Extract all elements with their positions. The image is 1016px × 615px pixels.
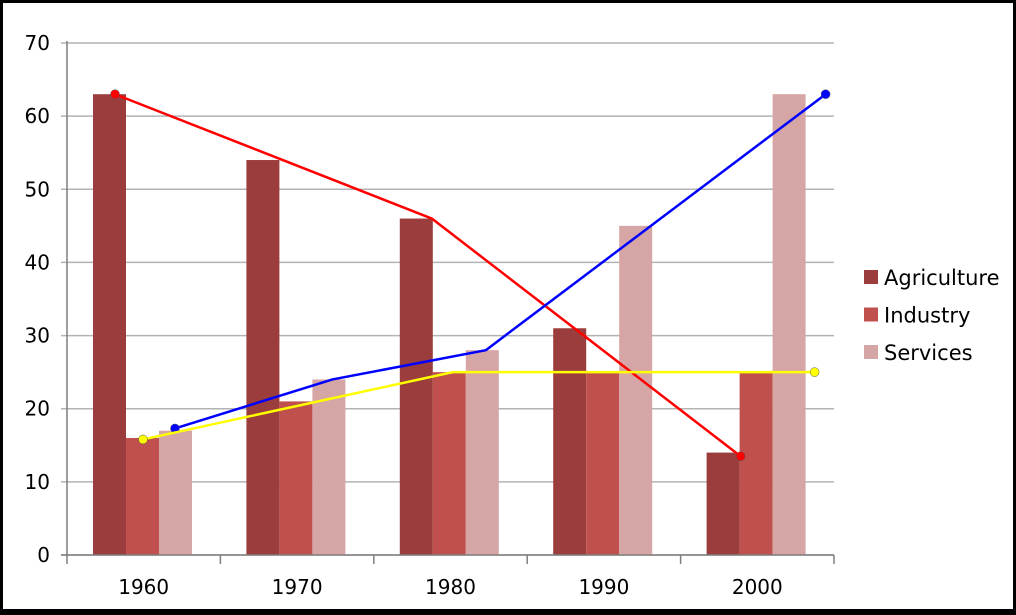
bar-agriculture-1990	[553, 328, 587, 555]
y-tick-label: 20	[25, 397, 50, 421]
bar-industry-2000	[739, 372, 773, 555]
bar-agriculture-1970	[246, 160, 280, 555]
axes	[61, 41, 834, 556]
x-tick-label: 1960	[118, 575, 169, 599]
bars	[93, 94, 806, 556]
x-tick-label: 2000	[732, 575, 783, 599]
legend-label-agriculture: Agriculture	[884, 266, 1000, 290]
legend-swatch-services	[864, 345, 878, 359]
bar-services-2000	[772, 94, 806, 555]
bar-agriculture-1980	[399, 218, 433, 556]
overlay-line	[114, 93, 742, 458]
bar-industry-1970	[279, 401, 313, 555]
legend-swatch-industry	[864, 307, 878, 322]
legend: Agriculture Industry Services	[864, 266, 1000, 365]
x-tick-label: 1990	[578, 575, 629, 599]
y-tick-label: 10	[25, 470, 50, 494]
bar-industry-1990	[586, 372, 620, 555]
bar-services-1980	[465, 350, 499, 555]
overlay-point	[110, 89, 120, 99]
bar-agriculture-1960	[93, 94, 126, 555]
y-axis-ticks: 0 10 20 30 40 50 60 70	[25, 31, 50, 567]
y-tick-label: 40	[25, 250, 50, 274]
x-tick-label: 1970	[272, 575, 323, 599]
legend-label-industry: Industry	[884, 304, 970, 328]
bar-industry-1960	[126, 437, 159, 555]
y-tick-label: 50	[25, 177, 50, 201]
overlay-line	[174, 93, 827, 430]
overlay-lines	[110, 89, 831, 462]
legend-label-services: Services	[884, 341, 973, 365]
bar-industry-1980	[432, 372, 466, 555]
overlay-line	[142, 370, 815, 441]
overlay-point	[809, 367, 820, 377]
y-tick-label: 0	[37, 543, 50, 567]
bar-chart: 0 10 20 30 40 50 60 70 1960 1970 1980 1990 2000 Agr…	[25, 31, 1000, 599]
y-tick-label: 60	[25, 104, 50, 128]
y-tick-label: 30	[25, 324, 50, 348]
bar-services-1990	[619, 225, 653, 555]
overlay-point	[138, 434, 148, 445]
y-tick-label: 70	[25, 31, 50, 55]
bar-services-1970	[312, 379, 346, 555]
overlay-point	[735, 451, 746, 462]
bar-services-1960	[159, 430, 192, 555]
bar-agriculture-2000	[706, 452, 740, 555]
x-axis-ticks: 1960 1970 1980 1990 2000	[66, 555, 835, 599]
x-tick-label: 1980	[425, 575, 476, 599]
legend-swatch-agriculture	[864, 270, 878, 284]
overlay-point	[820, 89, 831, 99]
